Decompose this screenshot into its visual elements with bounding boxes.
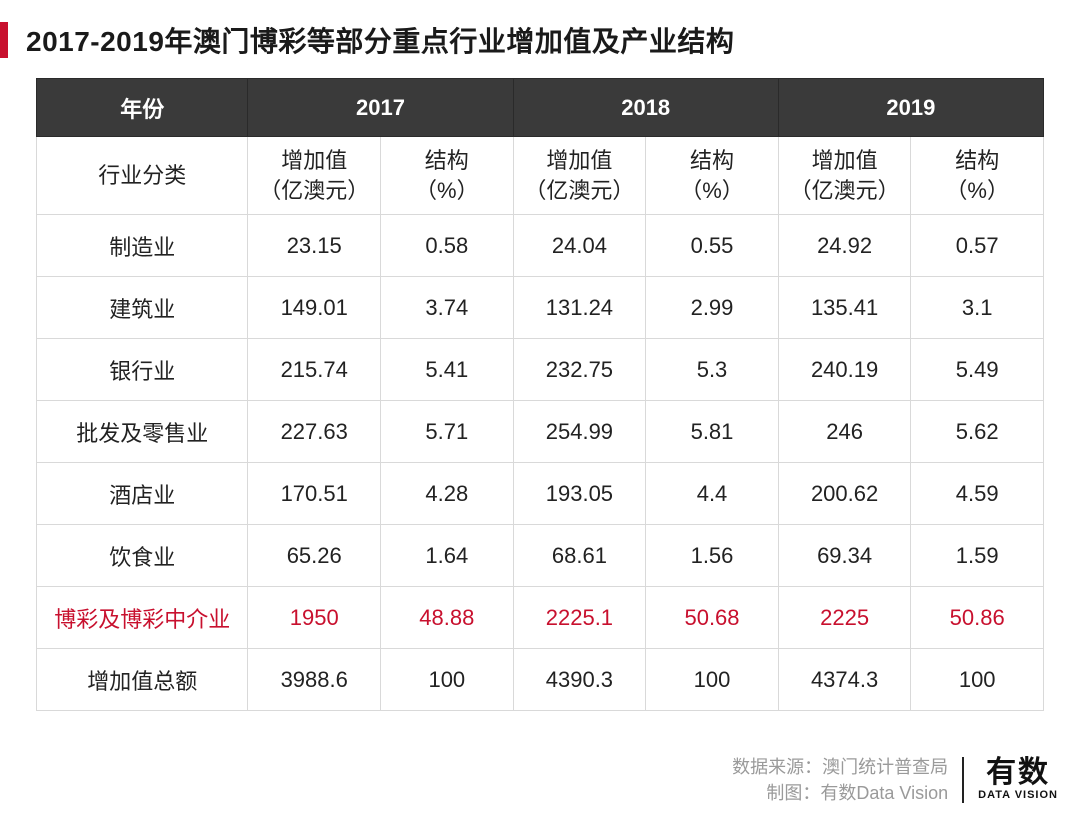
title-bar: 2017-2019年澳门博彩等部分重点行业增加值及产业结构 xyxy=(0,0,1080,78)
row-cell: 1.59 xyxy=(911,525,1044,587)
row-cell: 50.68 xyxy=(646,587,779,649)
row-cell: 240.19 xyxy=(778,339,911,401)
table-row: 银行业215.745.41232.755.3240.195.49 xyxy=(37,339,1044,401)
row-cell: 3.1 xyxy=(911,277,1044,339)
row-cell: 50.86 xyxy=(911,587,1044,649)
industry-table: 年份 2017 2018 2019 行业分类 增加值（亿澳元） 结构（%） 增加… xyxy=(36,78,1044,711)
row-cell: 68.61 xyxy=(513,525,646,587)
row-category: 增加值总额 xyxy=(37,649,248,711)
row-cell: 0.57 xyxy=(911,215,1044,277)
row-category: 制造业 xyxy=(37,215,248,277)
row-cell: 200.62 xyxy=(778,463,911,525)
table-row: 饮食业65.261.6468.611.5669.341.59 xyxy=(37,525,1044,587)
table-row: 制造业23.150.5824.040.5524.920.57 xyxy=(37,215,1044,277)
table-container: 年份 2017 2018 2019 行业分类 增加值（亿澳元） 结构（%） 增加… xyxy=(0,78,1080,711)
row-cell: 4374.3 xyxy=(778,649,911,711)
row-cell: 1950 xyxy=(248,587,381,649)
credits: 数据来源：澳门统计普查局 制图：有数Data Vision xyxy=(732,754,948,806)
row-cell: 149.01 xyxy=(248,277,381,339)
row-cell: 135.41 xyxy=(778,277,911,339)
row-cell: 2225.1 xyxy=(513,587,646,649)
header-year-label: 年份 xyxy=(37,79,248,137)
row-cell: 5.41 xyxy=(381,339,514,401)
row-cell: 3.74 xyxy=(381,277,514,339)
row-cell: 2225 xyxy=(778,587,911,649)
row-cell: 1.56 xyxy=(646,525,779,587)
subhead-pct: 结构（%） xyxy=(911,137,1044,215)
row-cell: 232.75 xyxy=(513,339,646,401)
row-cell: 0.58 xyxy=(381,215,514,277)
footer: 数据来源：澳门统计普查局 制图：有数Data Vision 有数 DATA VI… xyxy=(732,754,1058,806)
row-category: 批发及零售业 xyxy=(37,401,248,463)
row-cell: 65.26 xyxy=(248,525,381,587)
row-cell: 5.49 xyxy=(911,339,1044,401)
row-category: 饮食业 xyxy=(37,525,248,587)
row-cell: 3988.6 xyxy=(248,649,381,711)
row-cell: 215.74 xyxy=(248,339,381,401)
row-cell: 4.4 xyxy=(646,463,779,525)
subhead-value: 增加值（亿澳元） xyxy=(248,137,381,215)
table-row: 建筑业149.013.74131.242.99135.413.1 xyxy=(37,277,1044,339)
table-row: 增加值总额3988.61004390.31004374.3100 xyxy=(37,649,1044,711)
row-cell: 131.24 xyxy=(513,277,646,339)
row-category: 博彩及博彩中介业 xyxy=(37,587,248,649)
logo-cn: 有数 xyxy=(986,758,1050,788)
page-title: 2017-2019年澳门博彩等部分重点行业增加值及产业结构 xyxy=(26,20,734,60)
row-category: 酒店业 xyxy=(37,463,248,525)
row-cell: 246 xyxy=(778,401,911,463)
row-cell: 24.04 xyxy=(513,215,646,277)
row-cell: 23.15 xyxy=(248,215,381,277)
row-cell: 69.34 xyxy=(778,525,911,587)
subhead-value: 增加值（亿澳元） xyxy=(778,137,911,215)
table-row: 批发及零售业227.635.71254.995.812465.62 xyxy=(37,401,1044,463)
footer-divider xyxy=(962,757,964,803)
table-subheader: 行业分类 增加值（亿澳元） 结构（%） 增加值（亿澳元） 结构（%） 增加值（亿… xyxy=(37,137,1044,215)
row-cell: 5.62 xyxy=(911,401,1044,463)
row-category: 建筑业 xyxy=(37,277,248,339)
header-year-2017: 2017 xyxy=(248,79,513,137)
row-cell: 170.51 xyxy=(248,463,381,525)
row-cell: 5.71 xyxy=(381,401,514,463)
row-cell: 2.99 xyxy=(646,277,779,339)
row-cell: 1.64 xyxy=(381,525,514,587)
row-cell: 100 xyxy=(646,649,779,711)
header-year-2019: 2019 xyxy=(778,79,1043,137)
row-cell: 5.81 xyxy=(646,401,779,463)
logo: 有数 DATA VISION xyxy=(978,758,1058,801)
source-line: 数据来源：澳门统计普查局 xyxy=(732,754,948,780)
row-cell: 4.59 xyxy=(911,463,1044,525)
row-category: 银行业 xyxy=(37,339,248,401)
row-cell: 5.3 xyxy=(646,339,779,401)
subhead-value: 增加值（亿澳元） xyxy=(513,137,646,215)
row-cell: 24.92 xyxy=(778,215,911,277)
table-body: 行业分类 增加值（亿澳元） 结构（%） 增加值（亿澳元） 结构（%） 增加值（亿… xyxy=(37,137,1044,711)
logo-en: DATA VISION xyxy=(978,790,1058,801)
table-row: 博彩及博彩中介业195048.882225.150.68222550.86 xyxy=(37,587,1044,649)
subhead-pct: 结构（%） xyxy=(381,137,514,215)
subhead-pct: 结构（%） xyxy=(646,137,779,215)
accent-marker xyxy=(0,22,8,58)
row-cell: 48.88 xyxy=(381,587,514,649)
row-cell: 193.05 xyxy=(513,463,646,525)
table-row: 酒店业170.514.28193.054.4200.624.59 xyxy=(37,463,1044,525)
row-cell: 100 xyxy=(911,649,1044,711)
row-cell: 227.63 xyxy=(248,401,381,463)
row-cell: 0.55 xyxy=(646,215,779,277)
subhead-category: 行业分类 xyxy=(37,137,248,215)
row-cell: 100 xyxy=(381,649,514,711)
table-header-years: 年份 2017 2018 2019 xyxy=(37,79,1044,137)
row-cell: 254.99 xyxy=(513,401,646,463)
chartby-line: 制图：有数Data Vision xyxy=(732,780,948,806)
row-cell: 4390.3 xyxy=(513,649,646,711)
header-year-2018: 2018 xyxy=(513,79,778,137)
row-cell: 4.28 xyxy=(381,463,514,525)
